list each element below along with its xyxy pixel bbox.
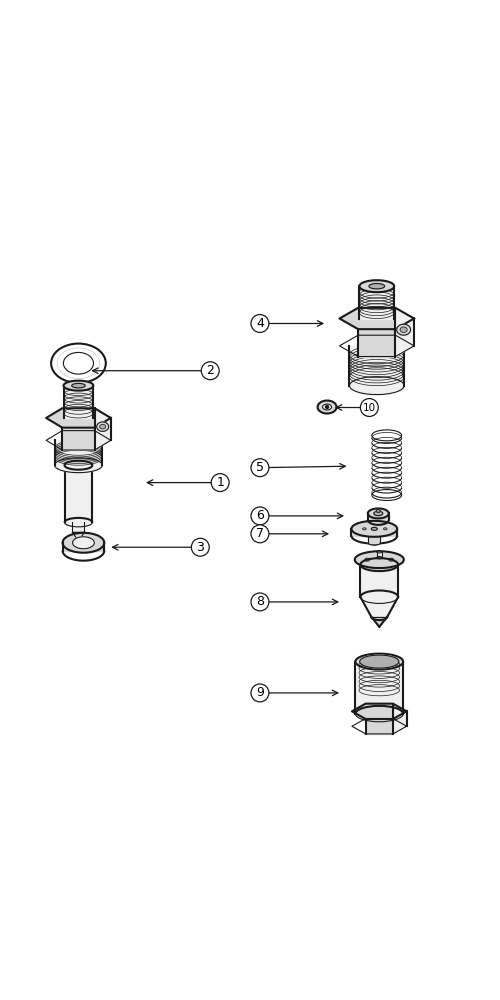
- Ellipse shape: [396, 324, 410, 335]
- Polygon shape: [393, 711, 406, 734]
- Bar: [352, 529, 397, 536]
- Circle shape: [251, 507, 269, 525]
- Polygon shape: [94, 408, 111, 440]
- Bar: [54, 440, 102, 465]
- Text: 5: 5: [256, 461, 264, 474]
- Ellipse shape: [64, 461, 92, 470]
- Polygon shape: [62, 408, 94, 431]
- Polygon shape: [62, 428, 94, 450]
- Polygon shape: [366, 704, 393, 719]
- Polygon shape: [352, 704, 406, 719]
- Text: 2: 2: [206, 364, 214, 377]
- Polygon shape: [94, 418, 111, 450]
- Bar: [377, 552, 382, 558]
- Text: 7: 7: [256, 527, 264, 540]
- Ellipse shape: [372, 527, 378, 530]
- Text: 4: 4: [256, 317, 264, 330]
- Polygon shape: [72, 532, 85, 541]
- Ellipse shape: [64, 381, 94, 391]
- Ellipse shape: [62, 533, 104, 553]
- Ellipse shape: [354, 551, 404, 568]
- Ellipse shape: [400, 327, 407, 332]
- Bar: [350, 346, 404, 386]
- Ellipse shape: [350, 377, 404, 395]
- Circle shape: [251, 684, 269, 702]
- Ellipse shape: [360, 558, 398, 571]
- Ellipse shape: [356, 654, 403, 670]
- Circle shape: [251, 525, 269, 543]
- Circle shape: [326, 406, 328, 409]
- Text: 1: 1: [216, 476, 224, 489]
- Ellipse shape: [360, 590, 398, 603]
- Bar: [360, 565, 398, 597]
- Bar: [62, 543, 104, 551]
- Polygon shape: [372, 617, 387, 627]
- Ellipse shape: [388, 558, 394, 561]
- Ellipse shape: [356, 706, 403, 722]
- Text: 3: 3: [196, 541, 204, 554]
- Ellipse shape: [96, 422, 108, 431]
- Bar: [64, 386, 94, 418]
- Circle shape: [251, 459, 269, 477]
- Ellipse shape: [384, 528, 387, 530]
- Ellipse shape: [376, 509, 380, 512]
- Ellipse shape: [72, 383, 85, 388]
- Ellipse shape: [368, 508, 388, 518]
- Ellipse shape: [362, 528, 366, 530]
- Bar: [72, 522, 85, 532]
- Polygon shape: [393, 704, 406, 726]
- Polygon shape: [366, 719, 393, 734]
- Text: 9: 9: [256, 686, 264, 699]
- Bar: [64, 465, 92, 522]
- Circle shape: [251, 593, 269, 611]
- Polygon shape: [340, 308, 414, 329]
- Text: 10: 10: [363, 403, 376, 413]
- Ellipse shape: [365, 558, 370, 561]
- Ellipse shape: [377, 556, 382, 559]
- Ellipse shape: [352, 521, 397, 537]
- Ellipse shape: [72, 537, 94, 549]
- Polygon shape: [360, 597, 398, 617]
- Circle shape: [192, 538, 209, 556]
- Text: 8: 8: [256, 595, 264, 608]
- Ellipse shape: [322, 404, 332, 410]
- Ellipse shape: [369, 284, 384, 289]
- Ellipse shape: [100, 424, 105, 429]
- Ellipse shape: [360, 280, 394, 292]
- Ellipse shape: [54, 458, 102, 473]
- Text: 6: 6: [256, 509, 264, 522]
- Circle shape: [251, 315, 269, 332]
- Bar: [356, 662, 403, 714]
- Ellipse shape: [360, 655, 399, 668]
- Ellipse shape: [374, 511, 383, 516]
- Bar: [368, 536, 380, 543]
- Ellipse shape: [64, 518, 92, 527]
- Circle shape: [211, 474, 229, 492]
- Bar: [368, 513, 388, 520]
- Polygon shape: [396, 319, 414, 357]
- Ellipse shape: [318, 401, 336, 413]
- Polygon shape: [358, 308, 396, 335]
- Bar: [360, 286, 394, 319]
- Circle shape: [202, 362, 219, 380]
- Polygon shape: [358, 329, 396, 357]
- Circle shape: [360, 399, 378, 416]
- Polygon shape: [46, 408, 111, 428]
- Polygon shape: [396, 308, 414, 346]
